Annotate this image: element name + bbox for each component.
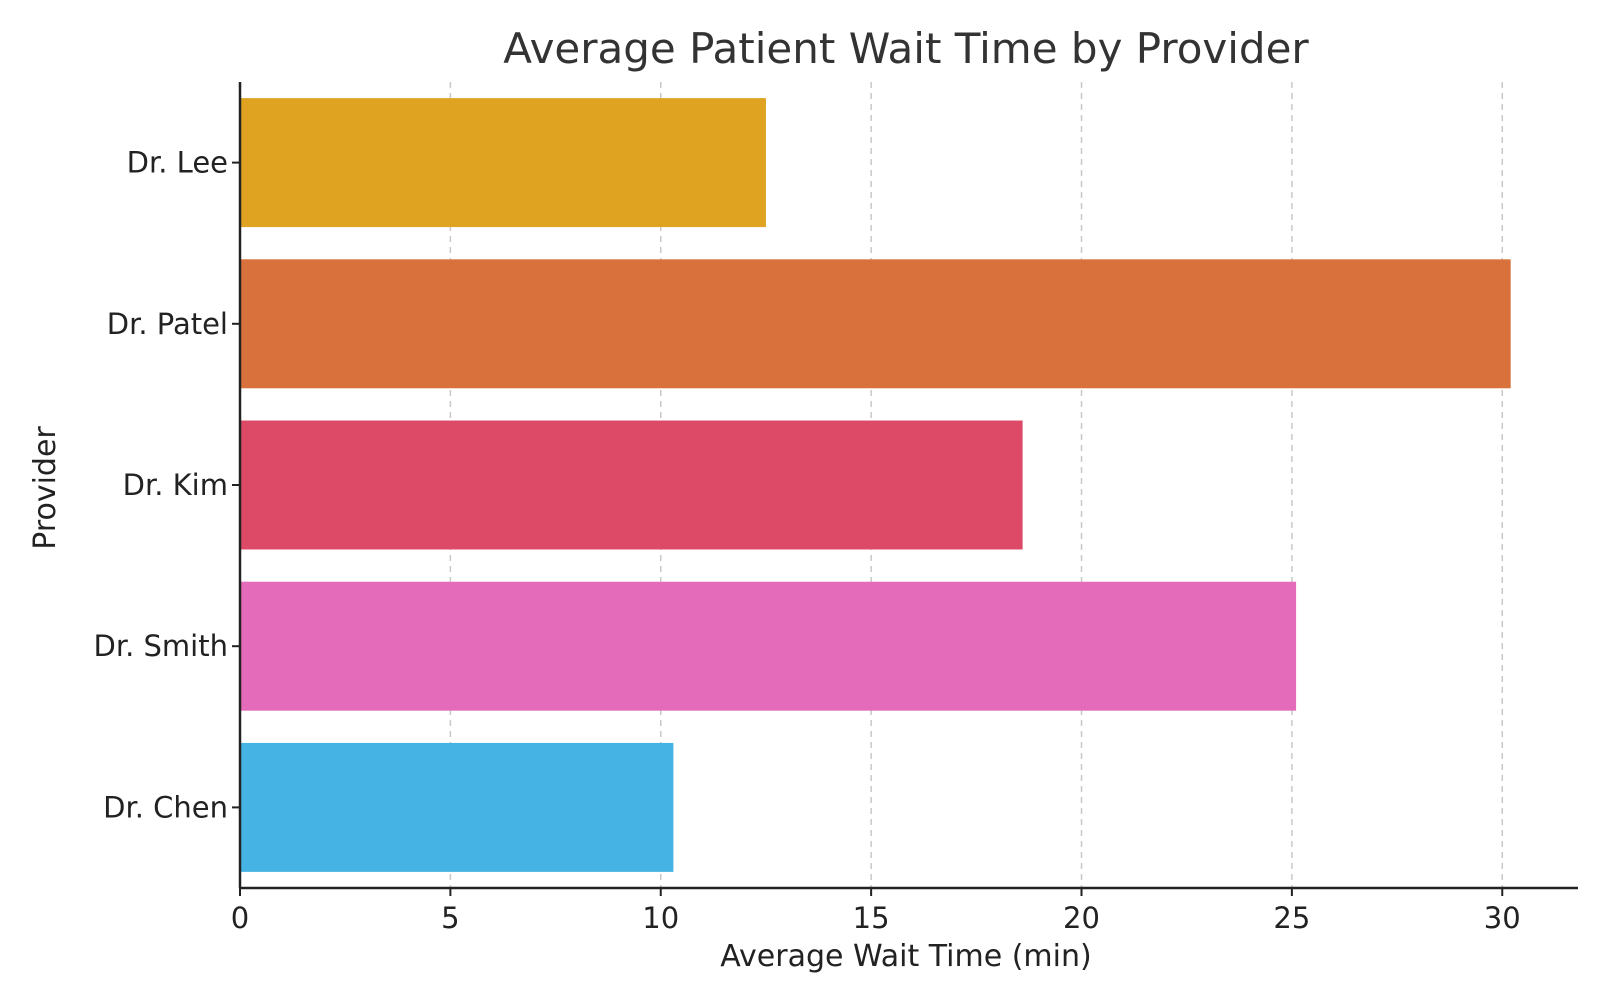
x-tick-label: 15 <box>853 901 890 935</box>
bar-dr-patel[interactable] <box>240 259 1511 389</box>
x-tick-label: 5 <box>441 901 459 935</box>
y-tick-label: Dr. Patel <box>107 307 228 341</box>
x-tick-label: 10 <box>642 901 679 935</box>
y-tick-label: Dr. Smith <box>94 629 229 663</box>
y-tick-label: Dr. Chen <box>103 790 228 824</box>
x-tick-label: 0 <box>231 901 249 935</box>
bar-dr-smith[interactable] <box>240 581 1297 711</box>
tick-layer: 0 5 10 15 20 25 30 Dr. Lee Dr. Patel Dr. Kim Dr. S… <box>94 146 1521 935</box>
x-tick-label: 20 <box>1063 901 1100 935</box>
bar-dr-kim[interactable] <box>240 420 1023 550</box>
x-tick-label: 25 <box>1273 901 1310 935</box>
x-axis-label: Average Wait Time (min) <box>720 939 1091 974</box>
bar-dr-lee[interactable] <box>240 98 766 228</box>
y-axis-label: Provider <box>28 426 63 550</box>
chart-title: Average Patient Wait Time by Provider <box>503 24 1309 73</box>
bar-layer <box>240 98 1511 872</box>
x-tick-label: 30 <box>1484 901 1521 935</box>
y-tick-label: Dr. Lee <box>127 146 228 180</box>
y-tick-label: Dr. Kim <box>123 468 228 502</box>
bar-dr-chen[interactable] <box>240 742 674 872</box>
